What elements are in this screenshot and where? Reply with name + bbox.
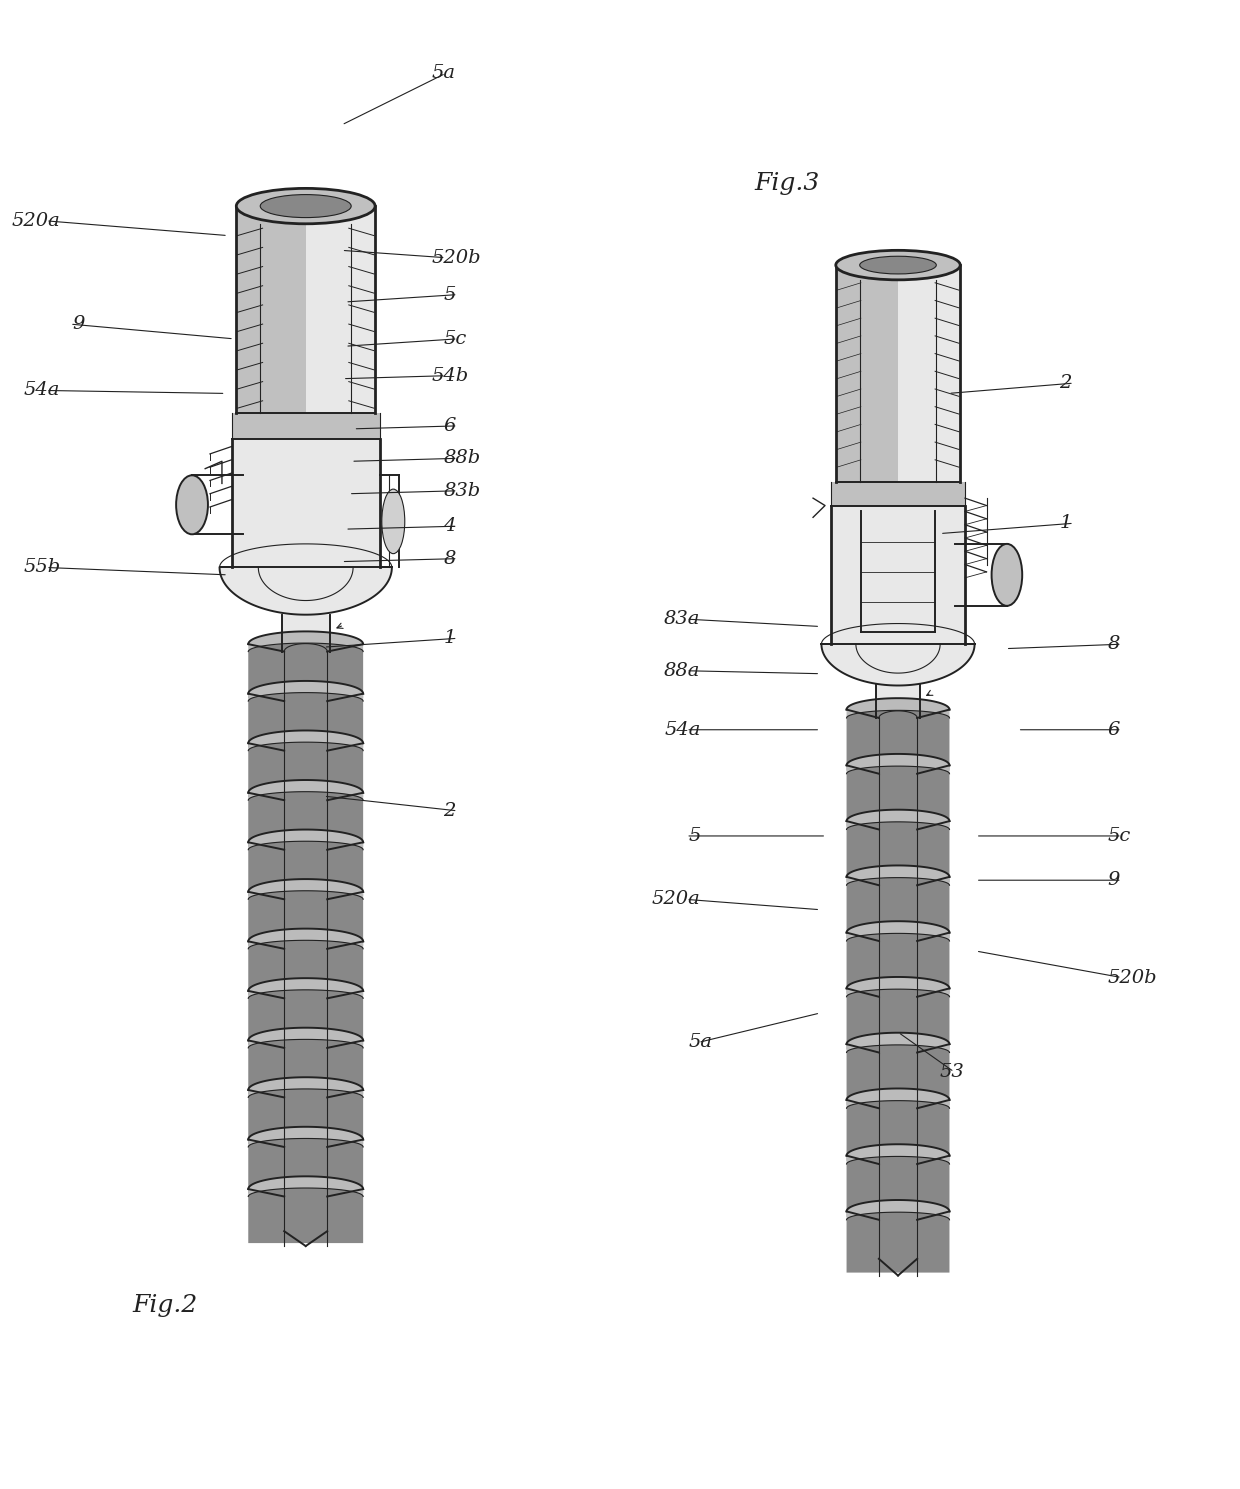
Polygon shape — [847, 922, 950, 941]
Polygon shape — [248, 780, 363, 800]
Polygon shape — [847, 877, 950, 938]
Text: 88a: 88a — [665, 661, 701, 680]
Text: 5a: 5a — [688, 1033, 713, 1051]
Polygon shape — [248, 1188, 363, 1243]
Text: 5a: 5a — [432, 64, 455, 82]
Ellipse shape — [237, 189, 376, 223]
Text: 6: 6 — [1107, 721, 1120, 739]
Text: 54b: 54b — [432, 366, 469, 384]
Polygon shape — [248, 731, 363, 750]
Text: 83a: 83a — [665, 610, 701, 628]
Text: 5: 5 — [444, 286, 455, 304]
Polygon shape — [248, 1088, 363, 1144]
Polygon shape — [831, 506, 965, 645]
Text: 520b: 520b — [432, 249, 481, 267]
Polygon shape — [847, 989, 950, 1050]
Polygon shape — [847, 1033, 950, 1053]
Text: Fig.2: Fig.2 — [133, 1294, 197, 1316]
Text: 5c: 5c — [444, 331, 466, 348]
Ellipse shape — [859, 256, 936, 274]
Polygon shape — [847, 1212, 950, 1273]
Ellipse shape — [176, 475, 208, 535]
Polygon shape — [847, 753, 950, 774]
Polygon shape — [281, 615, 330, 652]
Text: 5: 5 — [688, 826, 701, 844]
Polygon shape — [248, 1127, 363, 1147]
Polygon shape — [847, 822, 950, 883]
Polygon shape — [831, 482, 965, 506]
Polygon shape — [248, 1139, 363, 1194]
Polygon shape — [847, 710, 950, 771]
Ellipse shape — [382, 488, 404, 554]
Text: Fig.3: Fig.3 — [754, 173, 820, 195]
Polygon shape — [248, 692, 363, 747]
Text: 9: 9 — [1107, 871, 1120, 889]
Text: 1: 1 — [1059, 514, 1071, 532]
Polygon shape — [248, 1077, 363, 1097]
Ellipse shape — [992, 543, 1022, 606]
Polygon shape — [847, 1045, 950, 1105]
Polygon shape — [836, 265, 898, 482]
Text: 53: 53 — [940, 1063, 965, 1081]
Polygon shape — [248, 890, 363, 946]
Text: 520a: 520a — [11, 211, 61, 229]
Polygon shape — [877, 685, 920, 718]
Text: 83b: 83b — [444, 482, 481, 500]
Text: 54a: 54a — [24, 381, 61, 399]
Text: 1: 1 — [444, 630, 455, 648]
Text: 9: 9 — [72, 316, 84, 334]
Text: 520b: 520b — [1107, 968, 1157, 987]
Polygon shape — [898, 265, 960, 482]
Polygon shape — [847, 934, 950, 993]
Polygon shape — [847, 1100, 950, 1161]
Polygon shape — [306, 205, 376, 412]
Polygon shape — [219, 567, 392, 615]
Polygon shape — [248, 742, 363, 797]
Polygon shape — [248, 841, 363, 896]
Polygon shape — [248, 1176, 363, 1197]
Polygon shape — [248, 941, 363, 995]
Polygon shape — [248, 829, 363, 850]
Text: 2: 2 — [444, 803, 455, 820]
Text: 5c: 5c — [1107, 826, 1131, 844]
Polygon shape — [847, 1144, 950, 1164]
Polygon shape — [248, 929, 363, 948]
Polygon shape — [248, 792, 363, 847]
Polygon shape — [248, 643, 363, 698]
Text: 2: 2 — [1059, 374, 1071, 392]
Polygon shape — [847, 1200, 950, 1219]
Text: 8: 8 — [444, 549, 455, 567]
Text: 54a: 54a — [665, 721, 701, 739]
Text: 88b: 88b — [444, 450, 481, 468]
Polygon shape — [248, 990, 363, 1045]
Text: 4: 4 — [444, 517, 455, 535]
Polygon shape — [248, 680, 363, 701]
Text: 6: 6 — [444, 417, 455, 435]
Text: 520a: 520a — [652, 890, 701, 908]
Polygon shape — [248, 1027, 363, 1048]
Polygon shape — [847, 810, 950, 829]
Polygon shape — [248, 1039, 363, 1094]
Polygon shape — [847, 865, 950, 886]
Polygon shape — [248, 879, 363, 899]
Ellipse shape — [836, 250, 960, 280]
Polygon shape — [847, 698, 950, 718]
Polygon shape — [232, 412, 379, 439]
Polygon shape — [237, 205, 306, 412]
Polygon shape — [847, 1157, 950, 1217]
Polygon shape — [847, 977, 950, 996]
Text: 8: 8 — [1107, 636, 1120, 654]
Polygon shape — [248, 978, 363, 998]
Polygon shape — [248, 631, 363, 652]
Polygon shape — [232, 439, 379, 567]
Ellipse shape — [260, 195, 351, 217]
Polygon shape — [821, 645, 975, 685]
Text: 55b: 55b — [24, 558, 61, 576]
Polygon shape — [847, 1088, 950, 1108]
Polygon shape — [847, 767, 950, 826]
